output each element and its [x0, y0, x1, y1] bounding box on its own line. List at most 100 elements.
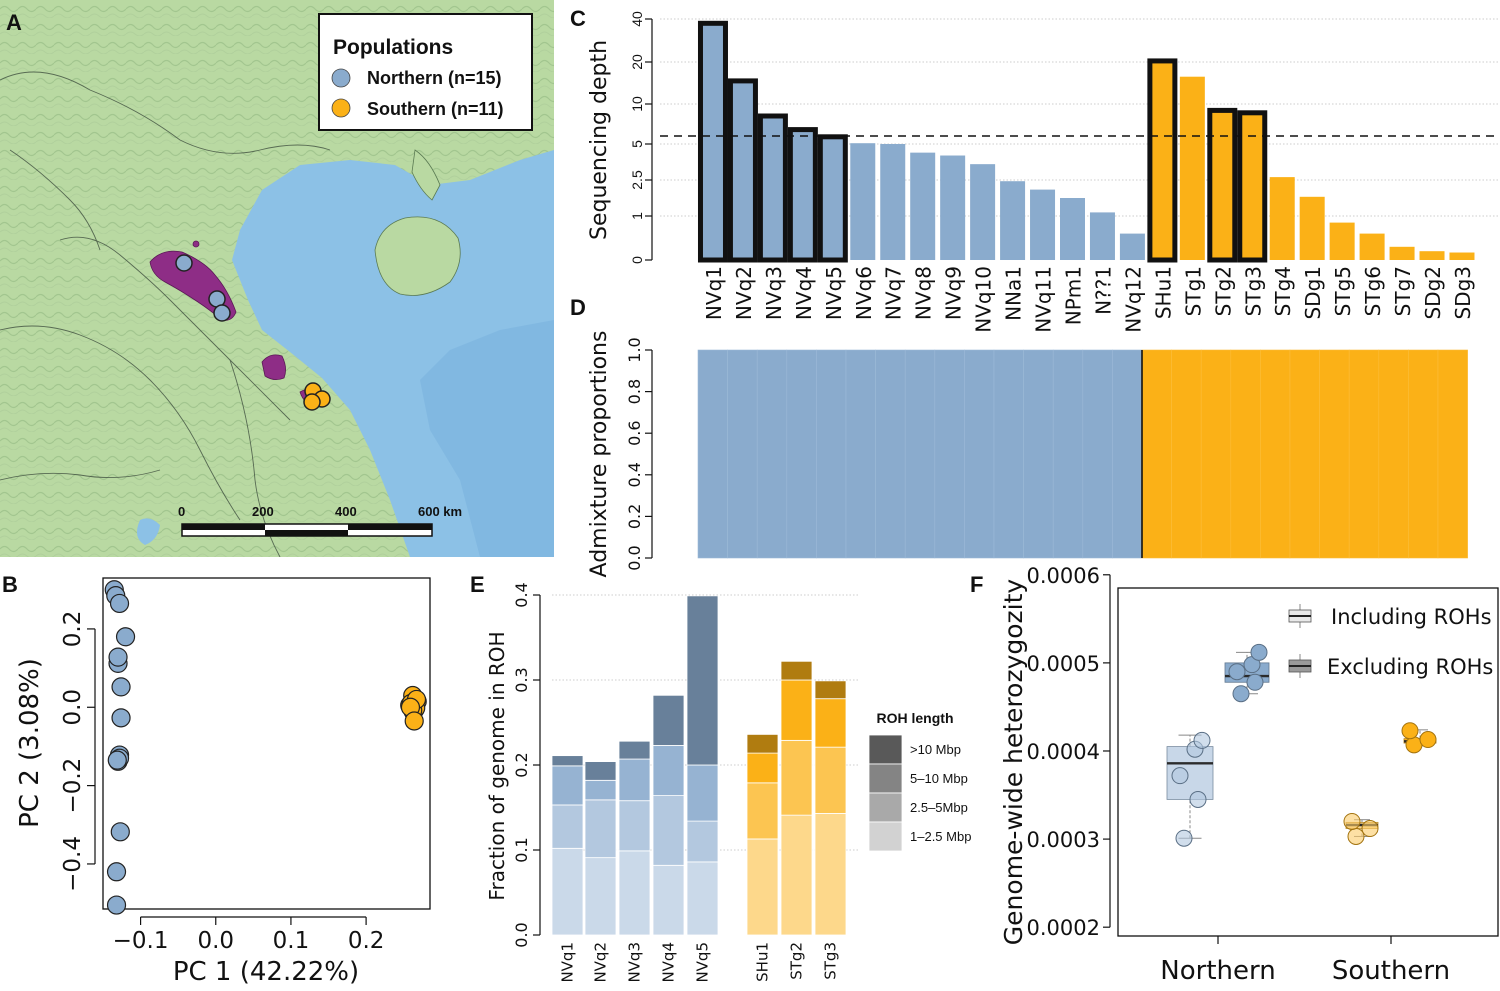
map-legend-box [318, 13, 533, 131]
roh-bar-segment-stg2 [780, 814, 813, 936]
roh-category-label: NVq4 [660, 942, 678, 983]
panel-label-c: C [570, 6, 586, 31]
roh-bar-segment-nvq4 [652, 694, 685, 746]
pca-x-tick-label: 0.0 [197, 928, 234, 954]
roh-axis: 0.0 0.1 0.2 0.3 0.4 [512, 582, 541, 948]
depth-bar-nvq9 [940, 155, 966, 260]
admixture-bar [1437, 349, 1468, 559]
admixture-bar [1112, 349, 1143, 559]
admixture-axis: 0.0 0.2 0.4 0.6 0.8 1.0 [625, 337, 653, 571]
depth-bar-nvq2 [727, 78, 758, 263]
admixture-bar [1378, 349, 1409, 559]
roh-y-tick-label: 0.4 [512, 582, 531, 607]
admixture-bar [786, 349, 817, 559]
het-point [1228, 663, 1246, 681]
panel-label-d: D [570, 295, 586, 320]
depth-bar-nvq6 [850, 143, 876, 260]
depth-category-label: NVq9 [942, 266, 966, 320]
roh-legend-title: ROH length [877, 710, 954, 726]
depth-category-label: NVq12 [1121, 266, 1145, 333]
roh-category-label: NVq3 [626, 942, 644, 983]
depth-y-tick-label: 5 [629, 140, 645, 148]
admixture-bar [1052, 349, 1084, 559]
pca-point-northern [107, 750, 127, 770]
admixture-bar [1230, 349, 1261, 559]
depth-bar-stg3 [1237, 110, 1268, 263]
het-y-axis-title: Genome-wide heterozygozity [999, 579, 1028, 946]
admixture-bar [1408, 349, 1439, 559]
depth-category-label: NVq2 [732, 266, 756, 320]
roh-category-label: SHu1 [754, 942, 772, 982]
depth-category-label: STg4 [1271, 266, 1295, 316]
admixture-bar [816, 349, 847, 559]
het-point [1189, 790, 1207, 808]
het-point [1193, 731, 1211, 749]
depth-category-label: NVq5 [822, 266, 846, 320]
map-sample-point [303, 393, 321, 411]
pca-axes: −0.1 0.0 0.1 0.2 −0.4 −0.2 0.0 0.2 [60, 611, 384, 954]
depth-category-label: STg5 [1331, 266, 1355, 316]
roh-bar-segment-nvq5 [686, 595, 719, 766]
depth-y-tick-label: 10 [629, 96, 645, 112]
depth-bar-nvq8 [910, 152, 936, 260]
het-y-tick-label: 0.0004 [1027, 740, 1100, 764]
map-sample-points [175, 254, 331, 411]
admixture-y-tick-label: 0.0 [625, 545, 644, 570]
depth-bar-nvq5 [817, 134, 848, 263]
pca-frame [102, 577, 431, 910]
admixture-y-tick-label: 1.0 [625, 337, 644, 362]
roh-bar-segment-stg2 [780, 660, 813, 681]
het-legend-label: Including ROHs [1331, 605, 1492, 629]
map-legend-northern-label: Northern (n=15) [367, 68, 502, 88]
roh-bar-segment-nvq2 [584, 761, 617, 781]
roh-legend: ROH length >10 Mbp 5–10 Mbp 2.5–5Mbp 1–2.5 … [868, 710, 971, 852]
roh-legend-swatch [868, 821, 903, 852]
depth-bar-sdg2 [1419, 251, 1445, 260]
pca-point-northern [110, 822, 130, 842]
roh-category-label: NVq5 [694, 942, 712, 983]
het-point [1171, 767, 1189, 785]
roh-bar-segment-shu1 [746, 782, 779, 840]
roh-legend-label: >10 Mbp [910, 742, 961, 757]
het-legend: Including ROHs Excluding ROHs [1288, 604, 1493, 679]
roh-y-tick-label: 0.1 [512, 837, 531, 862]
roh-legend-label: 5–10 Mbp [910, 771, 968, 786]
admixture-y-tick-label: 0.4 [625, 462, 644, 487]
roh-bar-segment-nvq5 [686, 820, 719, 863]
depth-category-label: NNa1 [1002, 266, 1026, 321]
depth-bar-stg4 [1269, 177, 1295, 260]
panel-label-e: E [470, 572, 485, 597]
scale-bar-segment [348, 524, 432, 530]
roh-y-tick-label: 0.2 [512, 752, 531, 777]
depth-y-tick-label: 40 [629, 11, 645, 27]
roh-bar-segment-stg3 [814, 698, 847, 748]
depth-y-tick-label: 20 [629, 54, 645, 70]
depth-y-tick-label: 0 [629, 256, 645, 264]
het-point [1401, 722, 1419, 740]
depth-category-label: NVq4 [792, 266, 816, 320]
depth-category-label: STg6 [1361, 266, 1385, 316]
depth-bar-stg5 [1329, 222, 1355, 260]
pca-x-tick-label: 0.2 [348, 928, 385, 954]
admixture-bar [934, 349, 965, 559]
depth-bar-nvq4 [787, 127, 818, 263]
het-axis: 0.0002 0.0003 0.0004 0.0005 0.0006 Northern So… [1027, 564, 1451, 986]
depth-bar-stg7 [1389, 246, 1415, 260]
admixture-bar [1319, 349, 1350, 559]
depth-category-label: STg7 [1391, 266, 1415, 316]
admixture-y-tick-label: 0.8 [625, 379, 644, 404]
admixture-bar [697, 349, 728, 559]
het-y-tick-label: 0.0005 [1027, 652, 1100, 676]
het-point [1347, 827, 1365, 845]
depth-bar-nvq11 [1030, 189, 1056, 260]
depth-y-tick-label: 2.5 [629, 170, 645, 190]
roh-bar-segment-nvq3 [618, 740, 651, 760]
admixture-bar [1082, 349, 1113, 559]
roh-category-labels: NVq1 NVq2 NVq3 NVq4 NVq5 SHu1 STg2 STg3 [559, 942, 840, 983]
map-legend-title: Populations [333, 36, 453, 59]
pca-y-tick-label: −0.4 [60, 836, 86, 892]
admixture-bar [993, 349, 1024, 559]
roh-bar-segment-nvq4 [652, 745, 685, 797]
depth-bar-npm1 [1060, 198, 1085, 260]
